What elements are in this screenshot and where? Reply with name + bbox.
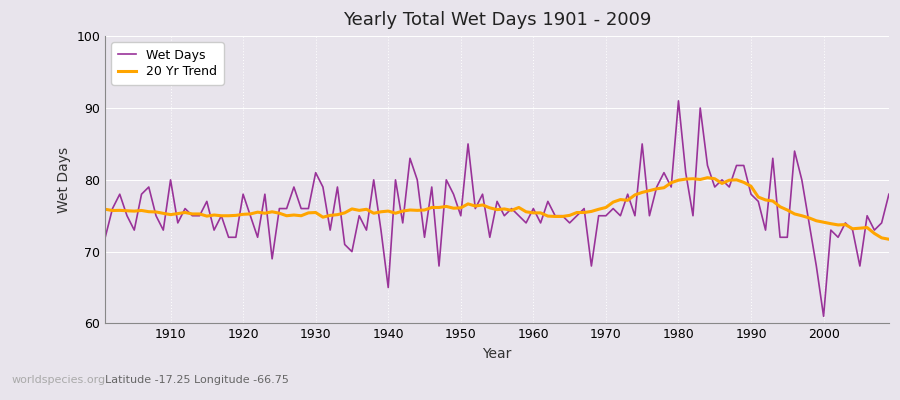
Wet Days [528,206,539,211]
20 Yr Trend [318,215,328,220]
20 Yr Trend [528,210,539,215]
Wet Days [318,185,328,190]
Text: worldspecies.org: worldspecies.org [11,375,105,385]
Wet Days [818,314,829,319]
20 Yr Trend [100,207,111,212]
Wet Days [100,235,111,240]
20 Yr Trend [158,211,168,216]
Wet Days [158,228,168,232]
20 Yr Trend [361,207,372,212]
20 Yr Trend [615,197,626,202]
20 Yr Trend [521,209,532,214]
Legend: Wet Days, 20 Yr Trend: Wet Days, 20 Yr Trend [112,42,224,85]
Wet Days [673,98,684,103]
Wet Days [361,228,372,232]
Text: Latitude -17.25 Longitude -66.75: Latitude -17.25 Longitude -66.75 [105,375,289,385]
20 Yr Trend [702,175,713,180]
Y-axis label: Wet Days: Wet Days [57,147,71,213]
Wet Days [615,213,626,218]
Line: 20 Yr Trend: 20 Yr Trend [105,178,889,239]
Wet Days [521,220,532,225]
20 Yr Trend [884,237,895,242]
Wet Days [884,192,895,196]
X-axis label: Year: Year [482,347,512,361]
Title: Yearly Total Wet Days 1901 - 2009: Yearly Total Wet Days 1901 - 2009 [343,11,652,29]
Line: Wet Days: Wet Days [105,101,889,316]
